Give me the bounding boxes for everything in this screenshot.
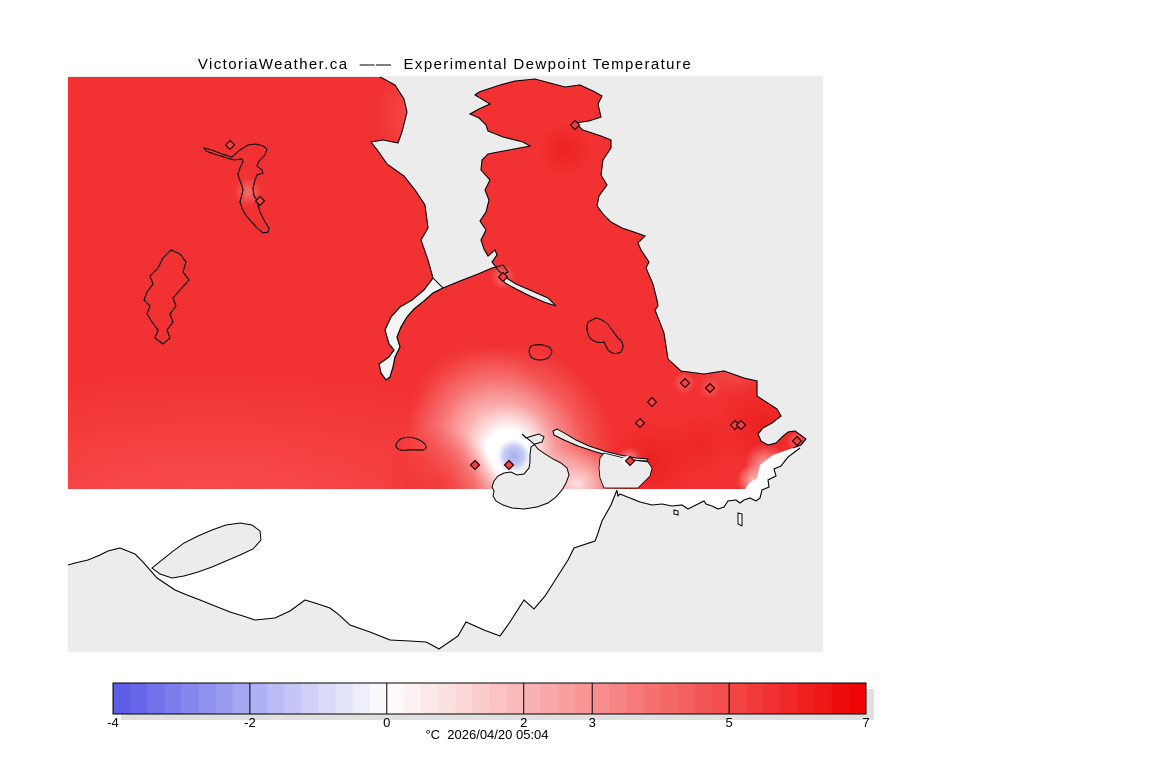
svg-text:3: 3 <box>589 715 596 730</box>
svg-text:7: 7 <box>862 715 869 730</box>
svg-text:-2: -2 <box>244 715 256 730</box>
svg-text:VictoriaWeather.ca —— Experi: VictoriaWeather.ca —— Experimental Dewpo… <box>198 56 692 73</box>
svg-text:2: 2 <box>520 715 527 730</box>
svg-text:-4: -4 <box>107 715 119 730</box>
svg-text:0: 0 <box>383 715 390 730</box>
svg-text:°C 2026/04/20 05:04: °C 2026/04/20 05:04 <box>425 727 548 742</box>
svg-text:5: 5 <box>725 715 732 730</box>
